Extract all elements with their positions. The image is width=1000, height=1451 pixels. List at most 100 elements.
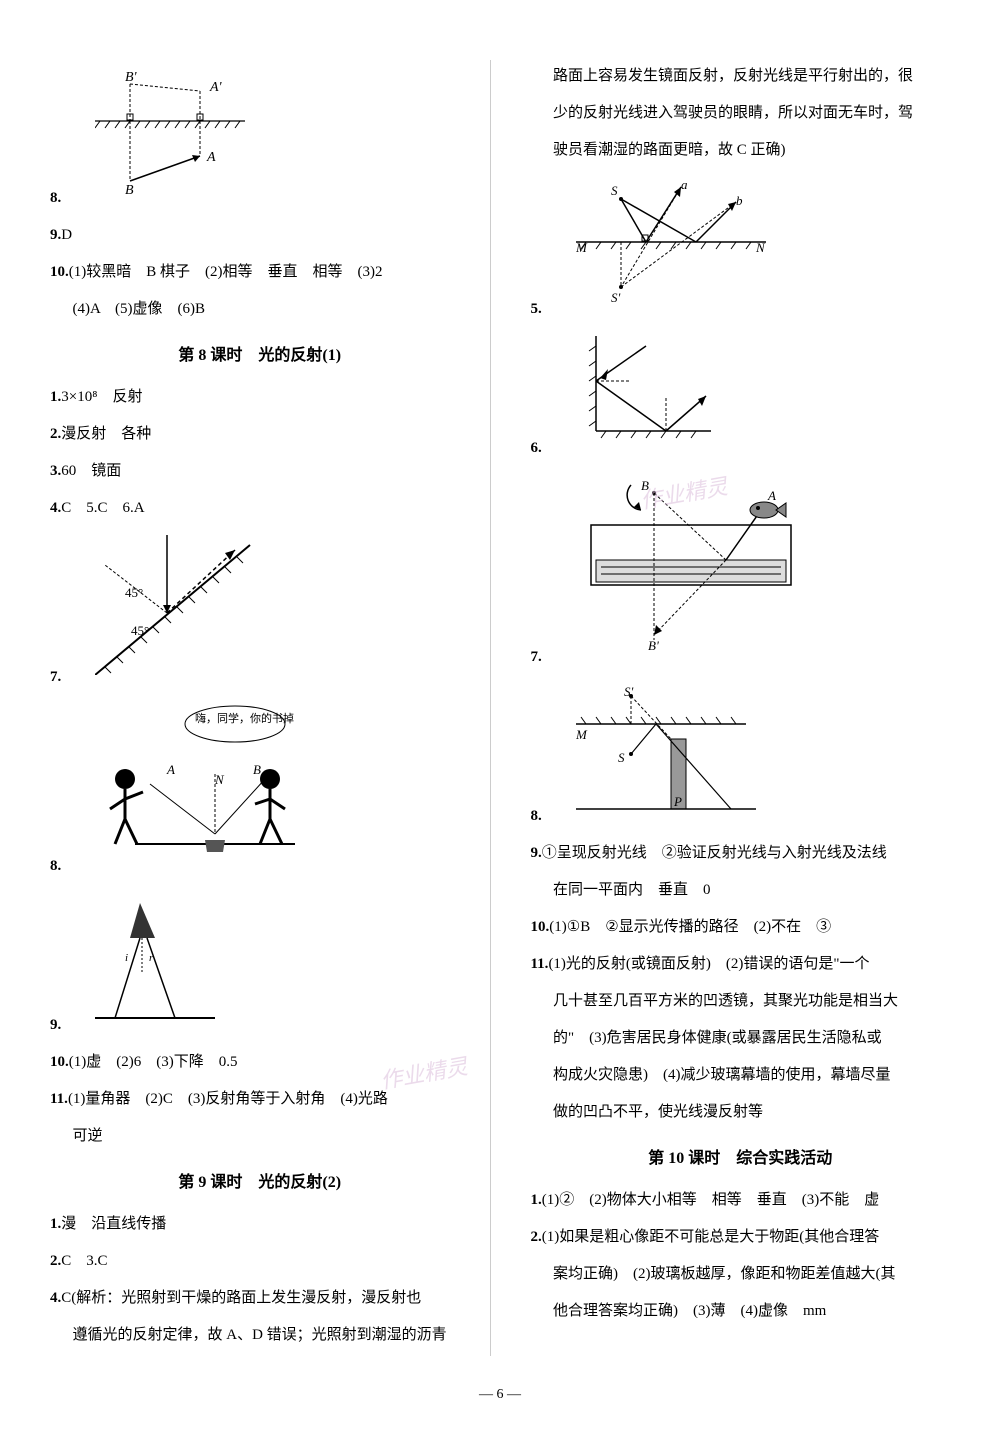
- question-number: 7.: [50, 669, 61, 685]
- section-heading: 第 8 课时 光的反射(1): [50, 338, 470, 373]
- answer-continuation: 几十甚至几百平方米的凹透镜，其聚光功能是相当大: [531, 985, 951, 1018]
- question-number: 11.: [531, 956, 549, 972]
- answer-continuation: 做的凹凸不平，使光线漫反射等: [531, 1096, 951, 1129]
- question-number: 1.: [50, 1216, 61, 1232]
- answer-item: 9. i r: [50, 887, 470, 1042]
- diagram-wall-mirror: S' M S P: [576, 684, 756, 814]
- diagram-reflection-45: 45° 45°: [95, 535, 255, 675]
- svg-text:A': A': [209, 80, 223, 95]
- diagram-periscope-fish: B A O B': [576, 475, 806, 655]
- answer-item: 2.漫反射 各种: [50, 418, 470, 451]
- svg-text:A: A: [767, 488, 776, 503]
- svg-text:S': S': [611, 290, 621, 305]
- answer-item: 10.(1)①B ②显示光传播的路径 (2)不在 ③: [531, 911, 951, 944]
- question-number: 5.: [531, 301, 542, 317]
- answer-text: D: [61, 227, 72, 243]
- answer-item: 9.①呈现反射光线 ②验证反射光线与入射光线及法线: [531, 837, 951, 870]
- svg-text:b: b: [736, 193, 743, 208]
- svg-text:a: a: [681, 177, 688, 192]
- question-number: 1.: [531, 1192, 542, 1208]
- answer-text: 漫 沿直线传播: [61, 1216, 166, 1232]
- answer-text: 3×10⁸ 反射: [61, 389, 142, 405]
- answer-item: 4.C 5.C 6.A: [50, 492, 470, 525]
- answer-continuation: 路面上容易发生镜面反射，反射光线是平行射出的，很: [531, 60, 951, 93]
- answer-item: 8. S' M S P: [531, 678, 951, 833]
- answer-item: 11.(1)量角器 (2)C (3)反射角等于入射角 (4)光路: [50, 1083, 470, 1116]
- answer-item: 11.(1)光的反射(或镜面反射) (2)错误的语句是"一个: [531, 948, 951, 981]
- answer-item: 9.D: [50, 219, 470, 252]
- answer-item: 8. 嗨，同学，你的书掉了！ A N B: [50, 698, 470, 883]
- answer-continuation: 的" (3)危害居民身体健康(或暴露居民生活隐私或: [531, 1022, 951, 1055]
- answer-item: 1.漫 沿直线传播: [50, 1208, 470, 1241]
- answer-text: ①呈现反射光线 ②验证反射光线与入射光线及法线: [542, 845, 887, 861]
- svg-text:r: r: [149, 952, 154, 964]
- section-heading: 第 10 课时 综合实践活动: [531, 1141, 951, 1176]
- svg-text:M: M: [576, 240, 588, 255]
- answer-text: C(解析：光照射到干燥的路面上发生漫反射，漫反射也: [61, 1290, 421, 1306]
- page-number: — 6 —: [50, 1380, 950, 1411]
- answer-text: (1)①B ②显示光传播的路径 (2)不在 ③: [549, 919, 831, 935]
- answer-item: 5. S a b M N: [531, 171, 951, 326]
- question-number: 11.: [50, 1091, 68, 1107]
- answer-text: (1)虚 (2)6 (3)下降 0.5: [69, 1054, 238, 1070]
- question-number: 4.: [50, 500, 61, 516]
- question-number: 9.: [531, 845, 542, 861]
- question-number: 2.: [50, 1253, 61, 1269]
- answer-item: 3.60 镜面: [50, 455, 470, 488]
- diagram-corner-mirror: [576, 336, 716, 446]
- diagram-mirror-image: B' A': [95, 66, 245, 196]
- answer-item: 10.(1)虚 (2)6 (3)下降 0.5: [50, 1046, 470, 1079]
- question-number: 7.: [531, 649, 542, 665]
- answer-continuation: 可逆: [50, 1120, 470, 1153]
- diagram-two-reflections: S a b M N: [576, 177, 776, 307]
- question-number: 3.: [50, 463, 61, 479]
- answer-continuation: 构成火灾隐患) (4)减少玻璃幕墙的使用，幕墙尽量: [531, 1059, 951, 1092]
- svg-text:N: N: [214, 772, 225, 787]
- answer-item: 2.(1)如果是粗心像距不可能总是大于物距(其他合理答: [531, 1221, 951, 1254]
- answer-item: 8. B' A': [50, 60, 470, 215]
- answer-continuation: 他合理答案均正确) (3)薄 (4)虚像 mm: [531, 1295, 951, 1328]
- svg-text:M: M: [576, 727, 588, 742]
- question-number: 10.: [531, 919, 550, 935]
- question-number: 2.: [50, 426, 61, 442]
- answer-item: 2.C 3.C: [50, 1245, 470, 1278]
- svg-text:S: S: [611, 183, 618, 198]
- svg-text:45°: 45°: [125, 585, 143, 600]
- question-number: 8.: [531, 808, 542, 824]
- svg-text:A: A: [166, 762, 175, 777]
- svg-text:N: N: [755, 240, 766, 255]
- answer-continuation: 驶员看潮湿的路面更暗，故 C 正确): [531, 134, 951, 167]
- left-column: 8. B' A': [50, 60, 491, 1356]
- svg-text:嗨，同学，你的书掉了！: 嗨，同学，你的书掉了！: [195, 711, 295, 725]
- answer-continuation: 案均正确) (2)玻璃板越厚，像距和物距差值越大(其: [531, 1258, 951, 1291]
- answer-item: 1.3×10⁸ 反射: [50, 381, 470, 414]
- svg-text:B: B: [641, 478, 649, 493]
- answer-item: 6.: [531, 330, 951, 465]
- svg-text:A: A: [206, 150, 216, 165]
- diagram-torch: i r: [95, 893, 215, 1023]
- question-number: 10.: [50, 1054, 69, 1070]
- question-number: 8.: [50, 858, 61, 874]
- diagram-cartoon-reflection: 嗨，同学，你的书掉了！ A N B: [95, 704, 295, 864]
- question-number: 9.: [50, 1017, 61, 1033]
- answer-text: (1)② (2)物体大小相等 相等 垂直 (3)不能 虚: [542, 1192, 879, 1208]
- svg-text:B: B: [125, 183, 134, 196]
- answer-continuation: 少的反射光线进入驾驶员的眼睛，所以对面无车时，驾: [531, 97, 951, 130]
- answer-text: (1)量角器 (2)C (3)反射角等于入射角 (4)光路: [68, 1091, 388, 1107]
- answer-continuation: 遵循光的反射定律，故 A、D 错误；光照射到潮湿的沥青: [50, 1319, 470, 1352]
- question-number: 8.: [50, 190, 61, 206]
- svg-text:B': B': [648, 638, 659, 653]
- answer-item: 10.(1)较黑暗 B 棋子 (2)相等 垂直 相等 (3)2: [50, 256, 470, 289]
- svg-text:P: P: [673, 794, 682, 809]
- question-number: 1.: [50, 389, 61, 405]
- question-number: 2.: [531, 1229, 542, 1245]
- svg-text:S: S: [618, 750, 625, 765]
- answer-item: 1.(1)② (2)物体大小相等 相等 垂直 (3)不能 虚: [531, 1184, 951, 1217]
- svg-text:45°: 45°: [131, 623, 149, 638]
- svg-text:B: B: [253, 762, 261, 777]
- answer-item: 7. 45°: [50, 529, 470, 694]
- question-number: 4.: [50, 1290, 61, 1306]
- answer-text: C 3.C: [61, 1253, 107, 1269]
- answer-text: (1)如果是粗心像距不可能总是大于物距(其他合理答: [542, 1229, 880, 1245]
- page-content: 8. B' A': [50, 60, 950, 1356]
